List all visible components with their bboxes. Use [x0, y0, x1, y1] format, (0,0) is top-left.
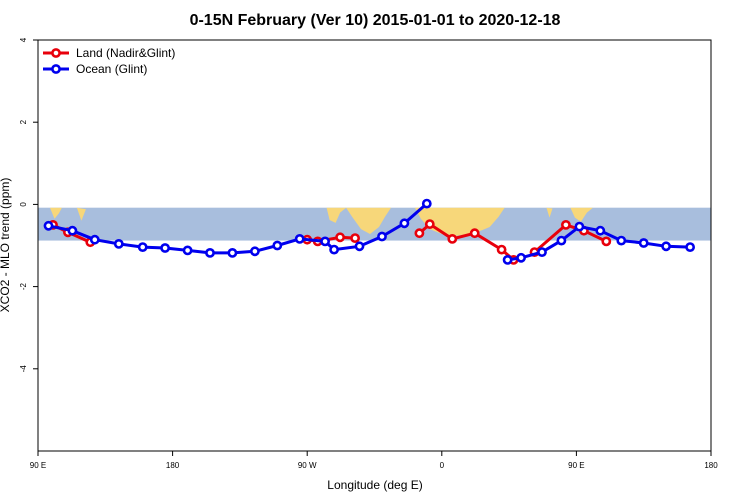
data-point — [43, 220, 54, 231]
data-point — [89, 234, 100, 245]
data-point — [601, 236, 612, 247]
x-axis: 90 E 180 90 W 0 90 E 180 — [30, 451, 718, 470]
y-axis: -4 -2 0 2 4 — [19, 37, 38, 372]
background-band — [38, 207, 711, 241]
land-shape — [346, 207, 391, 234]
x-tick-label: 90 W — [298, 461, 317, 470]
data-point — [574, 221, 585, 232]
x-tick-label: 90 E — [568, 461, 584, 470]
data-point — [205, 247, 215, 258]
data-point — [556, 235, 567, 246]
x-tick-label: 180 — [704, 461, 718, 470]
data-point — [661, 241, 671, 252]
data-point — [496, 244, 507, 255]
data-point — [424, 219, 435, 229]
data-point — [137, 242, 148, 252]
land-shape — [570, 207, 593, 222]
legend-label: Ocean (Glint) — [76, 62, 147, 76]
land-shape — [76, 207, 86, 221]
data-point — [320, 236, 330, 247]
data-point — [67, 225, 78, 236]
data-point — [421, 198, 432, 209]
data-point — [160, 243, 170, 253]
data-point — [561, 219, 571, 230]
x-axis-label: Longitude (deg E) — [327, 478, 422, 492]
data-point — [516, 252, 526, 263]
data-point — [616, 235, 627, 246]
data-point — [414, 228, 425, 239]
data-point — [469, 228, 480, 239]
data-point — [113, 238, 124, 249]
chart-title: 0-15N February (Ver 10) 2015-01-01 to 20… — [190, 12, 561, 29]
y-tick-label: 2 — [19, 119, 28, 124]
data-point — [502, 254, 513, 265]
x-tick-label: 0 — [440, 461, 445, 470]
data-point — [399, 218, 410, 229]
data-point — [329, 244, 339, 255]
data-point — [685, 242, 695, 252]
legend-swatch-marker — [51, 48, 61, 58]
data-point — [595, 225, 606, 236]
series-line-1 — [507, 225, 691, 262]
land-shape — [546, 207, 553, 218]
data-point — [249, 246, 260, 257]
plot-frame — [37, 39, 712, 452]
data-point — [335, 232, 345, 243]
data-point — [227, 247, 238, 258]
data-point — [350, 233, 360, 243]
legend: Land (Nadir&Glint) Ocean (Glint) — [43, 46, 175, 76]
y-tick-label: 0 — [19, 202, 28, 207]
series-layer — [43, 198, 695, 265]
land-shape — [326, 207, 347, 223]
y-tick-label: 4 — [19, 37, 28, 42]
x-tick-label: 180 — [166, 461, 180, 470]
x-tick-label: 90 E — [30, 461, 46, 470]
y-tick-label: -4 — [19, 365, 28, 373]
data-point — [377, 231, 387, 242]
data-point — [638, 238, 649, 248]
data-point — [537, 247, 547, 257]
data-point — [294, 233, 305, 244]
land-shape — [50, 207, 62, 219]
data-point — [272, 240, 283, 251]
data-point — [182, 245, 193, 256]
y-axis-label: XCO2 - MLO trend (ppm) — [0, 178, 12, 313]
y-tick-label: -2 — [19, 282, 28, 290]
legend-swatch-marker — [51, 64, 61, 74]
data-point — [354, 241, 365, 252]
legend-label: Land (Nadir&Glint) — [76, 46, 175, 60]
data-point — [447, 233, 458, 244]
